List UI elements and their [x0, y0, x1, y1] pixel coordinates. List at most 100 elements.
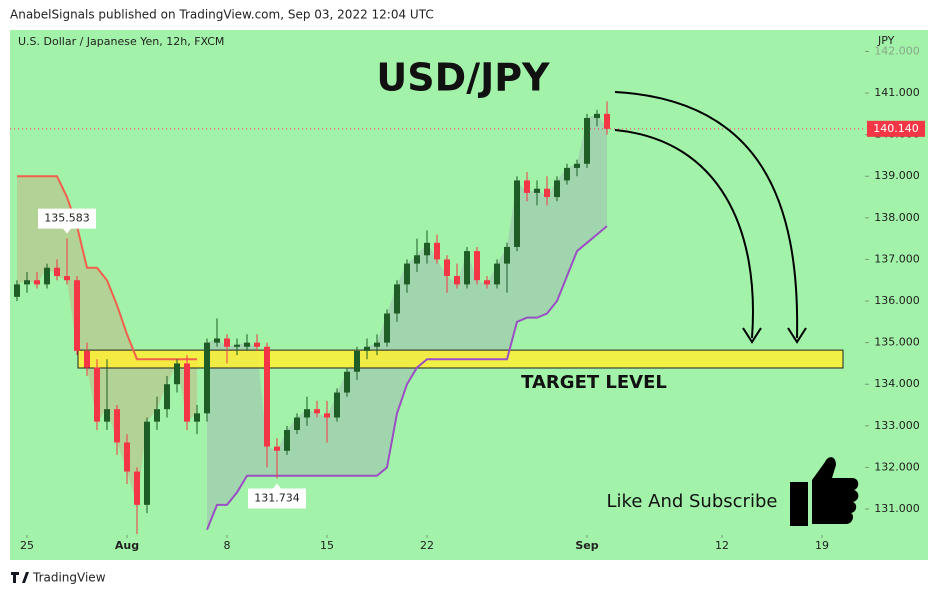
last-price-tag: [867, 120, 925, 137]
candle-body: [364, 346, 370, 351]
cta: Like And Subscribe: [607, 491, 778, 512]
arrow: [614, 129, 754, 339]
last-price-label: 140.140: [873, 122, 919, 135]
candle-body: [404, 263, 410, 285]
candle-body: [34, 280, 40, 285]
footer: TradingView: [32, 571, 106, 585]
candle-body: [444, 259, 450, 277]
candle-body: [154, 409, 160, 422]
candle-body: [594, 113, 600, 119]
candle-body: [564, 167, 570, 181]
y-tick-label: 138.000: [874, 211, 920, 224]
x-tick-label: 8: [224, 539, 231, 552]
candle-body: [414, 255, 420, 264]
candle-body: [554, 180, 560, 198]
candle-body: [94, 367, 100, 422]
candle-body: [64, 276, 70, 281]
thumb-icon: [790, 457, 859, 526]
candle-body: [124, 442, 130, 472]
candle-body: [584, 118, 590, 164]
candle-body: [164, 384, 170, 410]
candle-body: [544, 188, 550, 198]
candle-body: [474, 251, 480, 281]
candle-body: [214, 338, 220, 343]
y-tick-label: 133.000: [874, 419, 920, 432]
candle-body: [234, 344, 240, 347]
candle-body: [514, 180, 520, 247]
chart-background: [10, 30, 928, 560]
trend-line: [17, 175, 197, 361]
candle-body: [134, 471, 140, 505]
y-tick-label: 137.000: [874, 252, 920, 265]
logo: [11, 572, 29, 583]
candle-body: [184, 363, 190, 422]
candle-body: [24, 280, 30, 285]
y-tick-label: 142.000: [874, 44, 920, 57]
candle-body: [354, 350, 360, 372]
candle-body: [194, 413, 200, 422]
x-tick-label: Aug: [115, 539, 139, 552]
candle-body: [244, 342, 250, 347]
arrow: [614, 91, 799, 339]
y-tick-label: 141.000: [874, 86, 920, 99]
candle-body: [394, 284, 400, 314]
low-label: 131.734: [254, 491, 300, 504]
chart-title: USD/JPY: [376, 56, 550, 100]
x-tick-label: 22: [420, 539, 434, 552]
candle-body: [494, 263, 500, 285]
y-tick-label: 139.000: [874, 169, 920, 182]
candle-body: [374, 342, 380, 347]
candle-body: [424, 242, 430, 256]
candle-body: [204, 342, 210, 414]
x-tick-label: 15: [320, 539, 334, 552]
x-tick-label: 25: [20, 539, 34, 552]
arrowhead: [742, 327, 762, 344]
y-tick-label: 134.000: [874, 377, 920, 390]
candle-body: [254, 342, 260, 347]
candle-body: [284, 429, 290, 451]
candle-body: [144, 421, 150, 505]
candle-body: [524, 180, 530, 193]
candle-body: [104, 409, 110, 422]
x-tick-label: 12: [715, 539, 729, 552]
y-tick-label: 136.000: [874, 294, 920, 307]
callout-box: [248, 483, 306, 509]
candle-body: [14, 284, 20, 297]
candle-body: [574, 163, 580, 168]
candle-body: [504, 246, 510, 264]
candle-body: [314, 409, 320, 414]
y-tick-label: 131.000: [874, 502, 920, 515]
arrows: [614, 91, 807, 344]
header: AnabelSignals published on TradingView.c…: [10, 8, 434, 22]
x-tick-label: Sep: [575, 539, 598, 552]
candle-body: [54, 267, 60, 277]
candle-body: [224, 338, 230, 347]
trend-fill: [17, 176, 197, 505]
y-tick-label: 132.000: [874, 460, 920, 473]
axis-unit: JPY: [877, 34, 895, 47]
subtitle: U.S. Dollar / Japanese Yen, 12h, FXCM: [18, 35, 224, 48]
candle-body: [304, 409, 310, 418]
candle-body: [114, 409, 120, 443]
candle-body: [294, 417, 300, 430]
candle-body: [174, 363, 180, 385]
candle-body: [334, 392, 340, 418]
candle-body: [74, 280, 80, 351]
candle-body: [534, 188, 540, 193]
candle-body: [434, 242, 440, 260]
candle-body: [454, 276, 460, 285]
trend-line: [206, 225, 608, 531]
candle-body: [324, 413, 330, 418]
candle-body: [274, 446, 280, 451]
candle-body: [464, 251, 470, 285]
callout-box: [38, 208, 96, 234]
candle-body: [264, 346, 270, 447]
target-label: TARGET LEVEL: [521, 372, 667, 393]
y-tick-label: 135.000: [874, 336, 920, 349]
candle-body: [484, 280, 490, 285]
candle-body: [604, 113, 610, 129]
x-tick-label: 19: [815, 539, 829, 552]
candle-body: [384, 313, 390, 343]
candle-body: [44, 267, 50, 285]
